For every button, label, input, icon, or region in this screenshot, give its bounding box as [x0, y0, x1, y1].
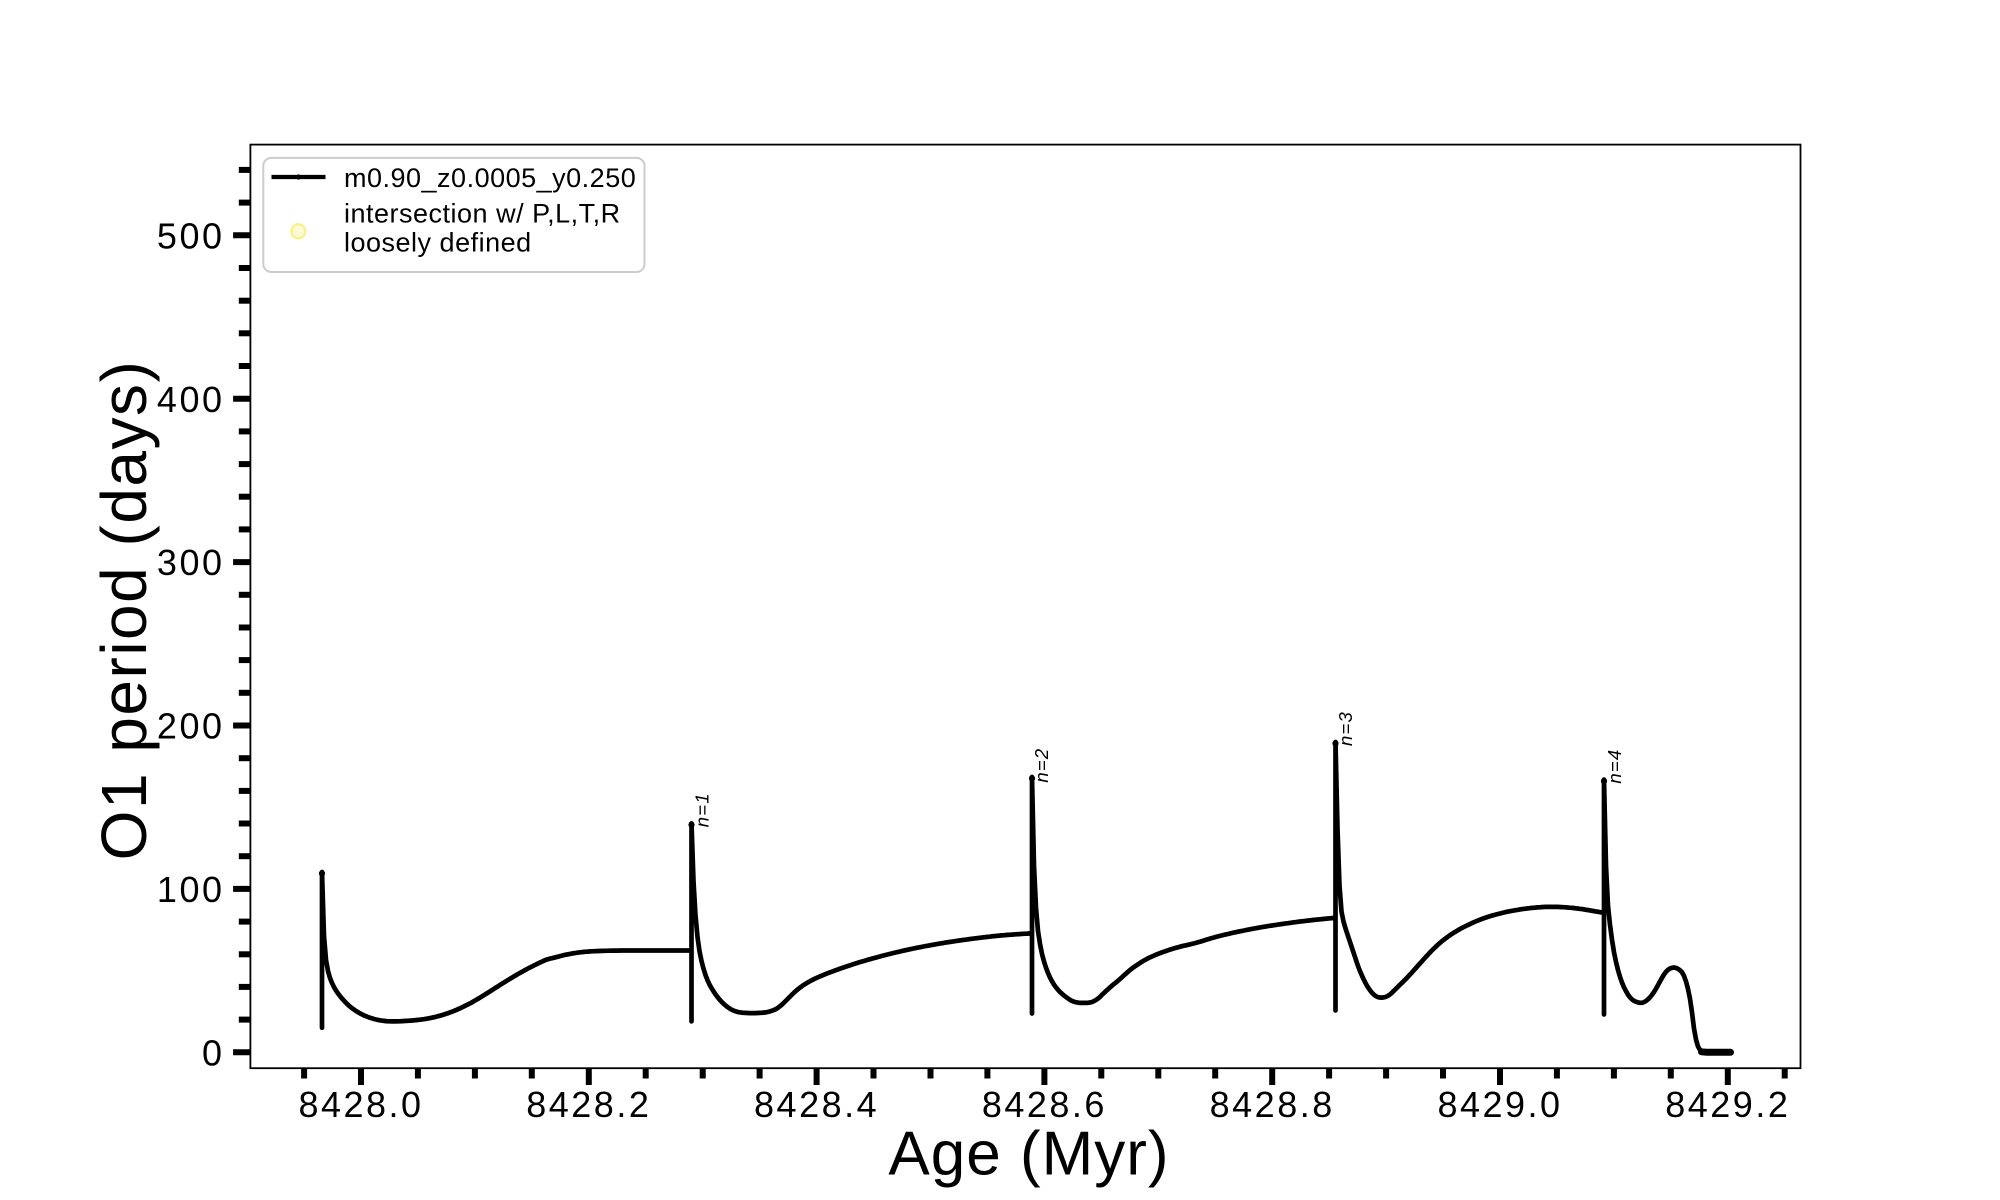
- svg-text:500: 500: [157, 215, 225, 256]
- svg-text:n=3: n=3: [1335, 711, 1356, 746]
- svg-text:8428.6: 8428.6: [982, 1084, 1107, 1125]
- svg-text:m0.90_z0.0005_y0.250: m0.90_z0.0005_y0.250: [344, 163, 636, 193]
- svg-text:Age (Myr): Age (Myr): [888, 1120, 1169, 1189]
- svg-text:8429.2: 8429.2: [1665, 1084, 1790, 1125]
- svg-text:8428.0: 8428.0: [298, 1084, 423, 1125]
- svg-text:8428.8: 8428.8: [1210, 1084, 1335, 1125]
- svg-text:n=1: n=1: [692, 792, 713, 827]
- svg-text:intersection w/ P,L,T,R: intersection w/ P,L,T,R: [344, 198, 621, 228]
- svg-text:8428.4: 8428.4: [754, 1084, 879, 1125]
- svg-text:100: 100: [157, 869, 225, 910]
- svg-text:8429.0: 8429.0: [1437, 1084, 1562, 1125]
- svg-text:200: 200: [157, 706, 225, 747]
- svg-text:400: 400: [157, 379, 225, 420]
- svg-text:loosely defined: loosely defined: [344, 228, 532, 258]
- svg-text:8428.2: 8428.2: [526, 1084, 651, 1125]
- svg-text:300: 300: [157, 542, 225, 583]
- svg-text:n=4: n=4: [1604, 749, 1625, 784]
- svg-text:O1 period (days): O1 period (days): [88, 360, 160, 861]
- svg-text:n=2: n=2: [1031, 748, 1052, 783]
- svg-text:0: 0: [202, 1032, 225, 1073]
